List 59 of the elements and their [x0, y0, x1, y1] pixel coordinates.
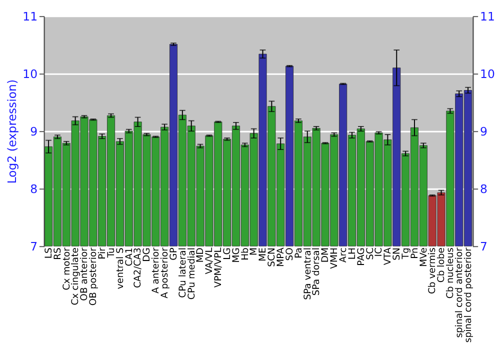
x-tick-label: Tg [400, 247, 412, 260]
x-tick-label: SC [364, 248, 376, 260]
x-tick-label: CA1 [124, 247, 135, 266]
y2-tick-label: 11 [480, 9, 495, 24]
x-tick-label: Cx motor [61, 247, 72, 290]
x-tick-label: ventral S [114, 247, 126, 290]
x-tick-label: LG [222, 248, 233, 260]
x-tick-label: LH [346, 248, 358, 260]
x-tick-label: Cb lobe [436, 247, 448, 283]
x-tick-label: Tu [106, 247, 117, 259]
x-tick-label: Pn [409, 247, 420, 259]
x-tick-label: A anterior [150, 247, 162, 294]
x-tick-label: IC [374, 248, 385, 257]
x-tick-label: DG [142, 248, 153, 262]
x-tick-label: LS [43, 247, 54, 259]
y2-tick-label: 7 [480, 240, 488, 254]
x-tick-label: MD [195, 248, 206, 263]
x-tick-label: CA2/CA3 [132, 247, 144, 288]
x-tick-label: SPa dorsal [311, 248, 322, 296]
x-tick-label: OB posterior [88, 247, 100, 306]
x-tick-label: VA/VL [204, 246, 216, 274]
x-tick-label: spinal cord posterior [462, 247, 474, 343]
x-tick-label: spinal cord anterior [454, 247, 466, 338]
x-tick-label: Cx cingulate [70, 247, 82, 306]
x-tick-label: VMH [329, 248, 340, 269]
x-tick-label: ME [258, 247, 269, 262]
x-tick-label: GP [168, 247, 180, 260]
x-tick-label: Cb nucleus [445, 247, 456, 299]
x-tick-label: SPa ventral [302, 248, 314, 300]
x-tick-label: SO [284, 248, 296, 261]
x-tick-label: SN [392, 248, 403, 260]
y-tick-label: 9 [30, 124, 38, 138]
y-axis-title: Log2 (expression) [4, 79, 19, 184]
y-tick-label: 11 [22, 9, 38, 24]
x-tick-label: Hb [240, 247, 251, 260]
x-tick-label: MG [230, 248, 242, 263]
x-tick-label: VPM/VPL [213, 246, 224, 288]
x-tick-label: SCN [266, 247, 278, 267]
y-tick-label: 7 [30, 240, 38, 254]
x-tick-label: Pa [293, 248, 304, 258]
x-tick-label: RS [52, 247, 64, 260]
x-tick-label: MPA [276, 246, 287, 267]
x-tick-label: A posterior [159, 247, 170, 298]
x-tick-label: DM [320, 248, 332, 263]
x-tick-label: CPu medial [186, 248, 198, 300]
x-tick-label: VTA [382, 246, 394, 266]
y2-tick-label: 10 [480, 66, 495, 81]
y2-tick-label: 8 [480, 182, 488, 196]
x-tick-label: CPu lateral [177, 248, 188, 298]
y2-tick-label: 9 [480, 124, 488, 138]
y-tick-label: 8 [30, 182, 38, 196]
x-tick-label: PAG [356, 248, 367, 266]
x-tick-label: OB anterior [79, 247, 90, 301]
x-tick-label: Arc [338, 248, 349, 263]
x-tick-label: Cb vermis [427, 247, 438, 294]
x-tick-label: MVe [418, 247, 430, 267]
y-tick-label: 10 [22, 66, 38, 81]
x-tick-label: M [248, 248, 260, 256]
x-tick-label: Pir [97, 247, 108, 260]
